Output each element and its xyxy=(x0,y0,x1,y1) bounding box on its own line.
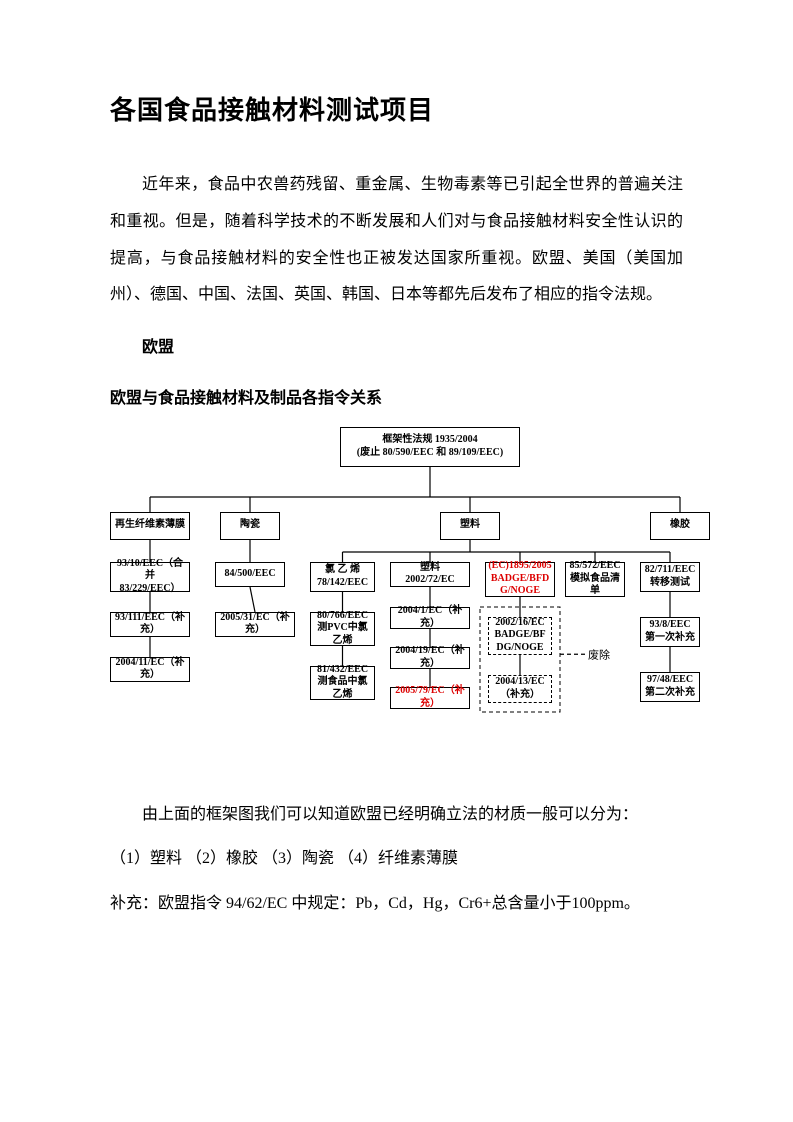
eu-directive-tree-diagram: 废除 框架性法规 1935/2004(废止 80/590/EEC 和 89/10… xyxy=(110,427,710,777)
materials-list: （1）塑料 （2）橡胶 （3）陶瓷 （4）纤维素薄膜 xyxy=(110,841,683,878)
supplement-paragraph: 补充：欧盟指令 94/62/EC 中规定：Pb，Cd，Hg，Cr6+总含量小于1… xyxy=(110,886,683,923)
diagram-node-plastic: 塑料 xyxy=(440,512,500,540)
diagram-node-film: 再生纤维素薄膜 xyxy=(110,512,190,540)
diagram-node-f1: 93/10/EEC（合并83/229/EEC） xyxy=(110,562,190,592)
diagram-node-pl2: 2004/1/EC（补充） xyxy=(390,607,470,629)
diagram-node-pl4: 2005/79/EC（补充） xyxy=(390,687,470,709)
diagram-node-ec1: (EC)1895/2005BADGE/BFDG/NOGE xyxy=(485,562,555,597)
intro-paragraph: 近年来，食品中农兽药残留、重金属、生物毒素等已引起全世界的普遍关注和重视。但是，… xyxy=(110,167,683,314)
diagram-node-mig2: 93/8/EEC第一次补充 xyxy=(640,617,700,647)
diagram-node-c2: 2005/31/EC（补充） xyxy=(215,612,295,637)
diagram-node-pl3: 2004/19/EC（补充） xyxy=(390,647,470,669)
diagram-node-rubber: 橡胶 xyxy=(650,512,710,540)
diagram-node-c1: 84/500/EEC xyxy=(215,562,285,587)
page-title: 各国食品接触材料测试项目 xyxy=(110,90,683,127)
diagram-node-pl1: 塑料 2002/72/EC xyxy=(390,562,470,587)
diagram-node-pvc3: 81/432/EEC测食品中氯乙烯 xyxy=(310,666,375,700)
diagram-node-sim: 85/572/EEC模拟食品清单 xyxy=(565,562,625,597)
section-heading-eu: 欧盟 xyxy=(110,330,683,365)
diagram-node-mig3: 97/48/EEC第二次补充 xyxy=(640,672,700,702)
diagram-node-pvc1: 氯 乙 烯78/142/EEC xyxy=(310,562,375,592)
diagram-node-f2: 93/111/EEC（补充） xyxy=(110,612,190,637)
diagram-node-ec3: 2004/13/EC（补充） xyxy=(488,675,552,703)
diagram-node-pvc2: 80/766/EEC测PVC中氯乙烯 xyxy=(310,612,375,646)
sub-heading-eu: 欧盟与食品接触材料及制品各指令关系 xyxy=(110,381,683,416)
diagram-node-ec2: 2002/16/ECBADGE/BFDG/NOGE xyxy=(488,617,552,655)
diagram-node-ceramic: 陶瓷 xyxy=(220,512,280,540)
diagram-node-mig: 82/711/EEC转移测试 xyxy=(640,562,700,592)
svg-text:废除: 废除 xyxy=(588,647,610,661)
diagram-node-f3: 2004/11/EC（补充） xyxy=(110,657,190,682)
conclusion-paragraph: 由上面的框架图我们可以知道欧盟已经明确立法的材质一般可以分为： xyxy=(110,797,683,834)
diagram-node-root: 框架性法规 1935/2004(废止 80/590/EEC 和 89/109/E… xyxy=(340,427,520,467)
